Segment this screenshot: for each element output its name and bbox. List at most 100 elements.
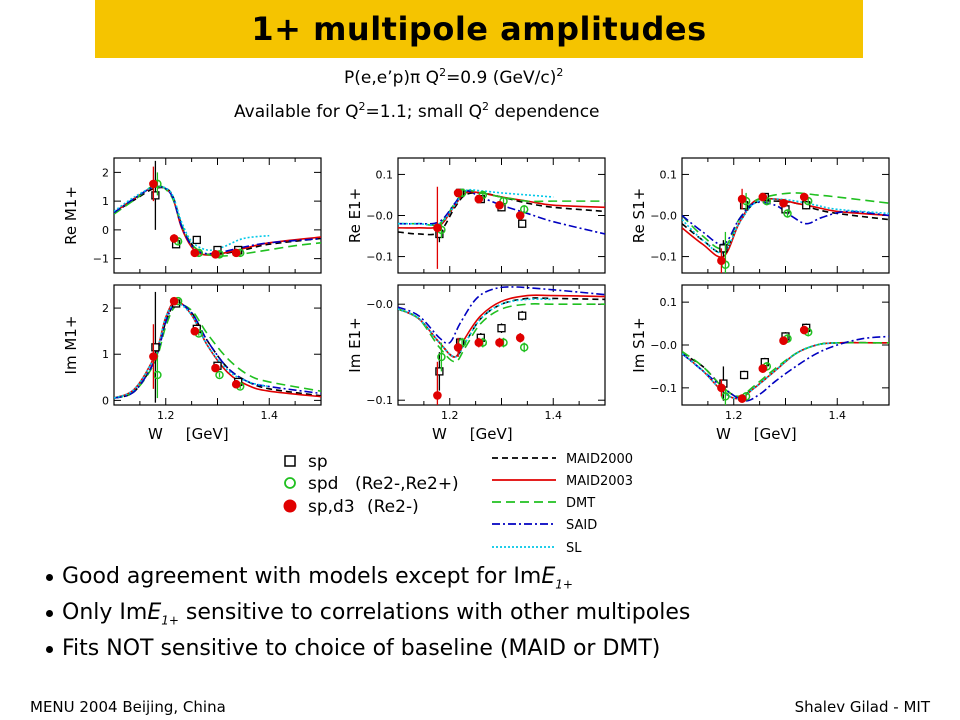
bullet-item: Good agreement with models except for Im…	[42, 560, 690, 596]
footer-conference: MENU 2004 Beijing, China	[30, 698, 226, 716]
data-point-spd	[437, 352, 446, 362]
subtitle-2-suffix: dependence	[489, 102, 600, 122]
model-curve-said	[398, 286, 605, 345]
x-tick-label: 1.2	[725, 409, 743, 422]
superscript: 2	[358, 100, 366, 113]
data-point-sp-d3	[515, 333, 525, 343]
y-axis-label: Re M1+	[62, 186, 80, 245]
x-axis-unit: [GeV]	[470, 425, 513, 443]
model-curve-dmt	[682, 341, 889, 398]
data-point-spd	[783, 209, 792, 218]
data-point-sp-d3	[231, 379, 241, 389]
y-tick-label: −0.0	[366, 210, 393, 223]
model-curve-sl	[682, 198, 889, 254]
x-axis-label: W	[432, 425, 447, 443]
model-curve-maid2003	[114, 185, 321, 256]
data-point-sp	[802, 201, 811, 210]
x-tick-label: 1.2	[157, 409, 175, 422]
legend-label: sp	[308, 452, 328, 472]
model-curve-sl	[682, 342, 838, 400]
data-point-sp-d3	[231, 248, 241, 258]
data-point-sp-d3	[737, 194, 747, 204]
legend-label: sp,d3	[308, 497, 355, 517]
data-point-sp-d3	[433, 223, 442, 233]
data-point-sp	[151, 343, 160, 352]
data-point-sp-d3	[169, 234, 179, 243]
data-point-sp	[739, 370, 749, 380]
data-point-sp-d3	[453, 188, 463, 198]
subtitle-line-2: Available for Q2=1.1; small Q2 dependenc…	[234, 100, 600, 122]
bullet-text-after: sensitive to correlations with other mul…	[178, 600, 691, 625]
model-curve-maid2003	[114, 300, 321, 399]
data-point-sp-d3	[474, 194, 484, 204]
data-point-sp-d3	[433, 391, 442, 400]
legend-marker-sp	[284, 455, 296, 467]
y-tick-label: 1	[102, 348, 109, 361]
subtitle-2-prefix: Available for Q	[234, 102, 359, 122]
y-axis-label: Re S1+	[630, 188, 648, 243]
data-point-sp-d3	[758, 364, 768, 373]
bullet-text: Only Im	[62, 600, 148, 625]
legend-note: (Re2-)	[367, 497, 419, 517]
model-curve-dmt	[398, 189, 605, 227]
legend-model-label: SAID	[566, 518, 597, 533]
data-point-sp-d3	[799, 325, 809, 335]
data-point-sp	[192, 235, 201, 245]
panel-frame	[397, 157, 606, 274]
bullet-subscript: 1+	[161, 613, 179, 628]
model-curve-sl	[398, 188, 554, 226]
legend-note: (Re2-,Re2+)	[355, 474, 459, 494]
legend-model-label: SL	[566, 541, 582, 556]
data-point-sp-d3	[149, 352, 158, 361]
subtitle-2-mid: =1.1; small Q	[365, 102, 482, 122]
data-point-spd	[519, 343, 529, 352]
x-axis-label: W	[716, 425, 731, 443]
y-tick-label: −0.1	[366, 394, 393, 407]
superscript: 2	[482, 100, 489, 113]
data-point-sp-d3	[211, 363, 220, 373]
subtitle-1-value: =0.9 (GeV/c)	[446, 68, 557, 88]
data-point-sp-d3	[211, 250, 220, 259]
data-point-sp-d3	[474, 338, 484, 347]
y-tick-label: −0.1	[366, 251, 393, 264]
model-curve-dmt	[114, 184, 321, 257]
slide-title: 1+ multipole amplitudes	[251, 10, 707, 48]
model-curve-dmt	[114, 303, 321, 399]
subtitle-line-1: P(e,e’p)π Q2=0.9 (GeV/c)2	[344, 66, 563, 88]
model-curve-maid2003	[682, 341, 889, 400]
y-tick-label: 0	[102, 394, 109, 407]
data-point-sp-d3	[758, 192, 768, 202]
model-curve-maid2000	[682, 341, 889, 398]
x-tick-label: 1.2	[441, 409, 459, 422]
bullet-item: Only ImE1+ sensitive to correlations wit…	[42, 596, 690, 632]
data-point-spd	[215, 370, 224, 380]
bullet-list: Good agreement with models except for Im…	[42, 560, 690, 668]
bullet-var: E	[541, 564, 556, 589]
x-axis-unit: [GeV]	[186, 425, 229, 443]
data-point-sp-d3	[453, 343, 463, 352]
x-tick-label: 1.4	[545, 409, 563, 422]
bullet-dot	[46, 610, 53, 617]
y-tick-label: 2	[102, 166, 109, 179]
data-point-sp-d3	[779, 198, 788, 208]
data-point-sp	[497, 324, 506, 333]
data-point-sp-d3	[169, 296, 179, 306]
y-tick-label: 0.1	[660, 168, 678, 181]
bullet-dot	[46, 574, 53, 581]
data-point-sp-d3	[717, 256, 726, 265]
superscript: 2	[556, 66, 564, 79]
data-point-sp-d3	[495, 200, 504, 210]
model-curve-maid2003	[398, 294, 605, 358]
footer-author: Shalev Gilad - MIT	[794, 698, 930, 716]
y-tick-label: −0.0	[650, 339, 677, 352]
data-point-sp-d3	[799, 192, 809, 202]
data-point-sp-d3	[779, 336, 788, 346]
superscript: 2	[439, 66, 447, 79]
legend-marker-spd	[284, 477, 296, 489]
data-point-sp-d3	[190, 248, 200, 258]
x-axis-label: W	[148, 425, 163, 443]
y-tick-label: −0.1	[650, 251, 677, 264]
x-tick-label: 1.4	[261, 409, 279, 422]
data-point-sp-d3	[737, 394, 747, 403]
